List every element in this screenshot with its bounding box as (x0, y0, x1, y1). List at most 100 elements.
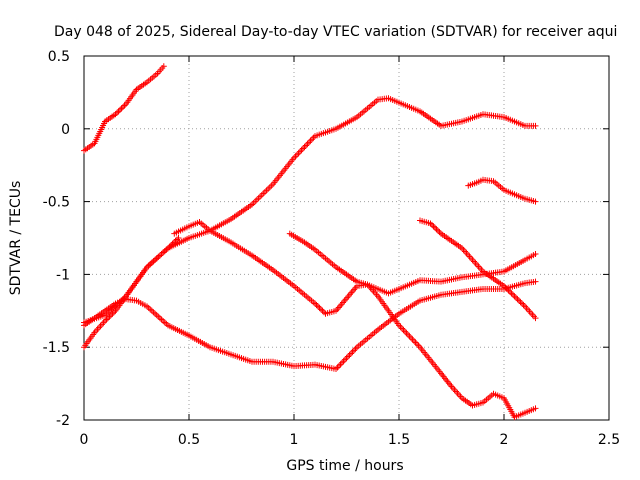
x-axis: 0 0.5 1 1.5 2 2.5 (80, 56, 620, 448)
data-point (301, 144, 308, 150)
data-point (351, 347, 357, 354)
data-point (175, 235, 182, 241)
data-point (343, 355, 350, 362)
chart-title: Day 048 of 2025, Sidereal Day-to-day VTE… (54, 24, 617, 40)
y-tick-label: -1.5 (43, 340, 70, 356)
data-point (415, 342, 422, 349)
data-point (352, 345, 359, 352)
data-point (502, 284, 509, 291)
data-point (435, 227, 441, 234)
data-point (519, 300, 525, 307)
x-axis-title: GPS time / hours (286, 458, 403, 474)
plot-frame (83, 55, 610, 421)
data-point (336, 362, 342, 369)
data-point (402, 328, 408, 335)
data-point (342, 356, 348, 363)
data-point (517, 299, 524, 306)
data-point (316, 304, 323, 311)
data-point (292, 153, 299, 160)
y-tick-label: 0 (61, 122, 70, 138)
data-point (160, 63, 167, 70)
data-point (510, 291, 516, 298)
data-point (511, 293, 518, 300)
data-point (400, 327, 407, 334)
data-point (433, 226, 440, 233)
data-point (516, 297, 522, 304)
y-axis: 0.5 0 -0.5 -1 -1.5 -2 (43, 49, 609, 429)
data-point (304, 140, 311, 147)
y-tick-label: -2 (56, 413, 70, 429)
data-point (532, 315, 539, 322)
x-tick-label: 1 (290, 432, 299, 448)
data-point (348, 350, 354, 357)
data-point (303, 142, 309, 149)
y-tick-label: -0.5 (43, 195, 70, 211)
data-point (337, 361, 344, 368)
data-point (108, 312, 114, 319)
series-track-4 (81, 235, 182, 351)
data-point (430, 223, 437, 230)
series-track-6 (286, 230, 539, 421)
data-point (321, 309, 327, 316)
data-point (405, 331, 411, 338)
data-point (399, 325, 405, 332)
data-point (414, 341, 420, 348)
data-point (121, 102, 128, 109)
series-track-8 (465, 176, 539, 205)
data-point (349, 348, 356, 355)
data-point (513, 294, 519, 301)
data-point (406, 333, 413, 340)
data-point (120, 103, 126, 110)
data-point (408, 334, 414, 341)
data-point (306, 139, 312, 146)
y-axis-title: SDTVAR / TECUs (8, 181, 24, 296)
data-point (412, 339, 419, 346)
data-point (403, 330, 410, 337)
data-point (532, 278, 539, 285)
data-point (409, 336, 416, 343)
data-point (294, 151, 300, 158)
x-tick-label: 2 (500, 432, 509, 448)
data-point (532, 405, 539, 412)
grid (84, 56, 609, 420)
x-tick-label: 1.5 (388, 432, 410, 448)
x-tick-label: 0 (80, 432, 89, 448)
x-tick-label: 0.5 (178, 432, 200, 448)
y-tick-label: -1 (56, 267, 70, 283)
data-point (309, 136, 315, 143)
data-point (346, 352, 353, 358)
data-point (300, 145, 306, 152)
data-point (103, 316, 110, 323)
data-point (340, 358, 347, 365)
data-point (297, 148, 303, 155)
data-point (334, 364, 341, 371)
data-point (532, 251, 539, 258)
data-point (397, 323, 404, 330)
data-point (508, 290, 515, 297)
series-track-5 (171, 218, 539, 317)
data-point (514, 296, 521, 303)
data-point (436, 229, 443, 236)
data-point (106, 313, 113, 320)
x-tick-label: 2.5 (598, 432, 620, 448)
data-point (313, 301, 320, 308)
data-point (432, 224, 438, 231)
y-tick-label: 0.5 (48, 49, 70, 65)
series-track-7 (417, 217, 539, 322)
data-point (109, 310, 116, 317)
data-marks (81, 63, 539, 421)
data-point (339, 359, 345, 366)
data-point (118, 105, 125, 112)
data-point (520, 301, 527, 308)
data-point (411, 337, 417, 344)
series-track-3 (81, 278, 539, 373)
data-point (114, 109, 120, 116)
data-point (307, 137, 314, 144)
data-point (117, 106, 123, 113)
data-point (345, 353, 351, 360)
data-point (295, 150, 302, 157)
data-point (532, 198, 539, 205)
data-point (115, 108, 122, 115)
data-point (532, 122, 539, 129)
